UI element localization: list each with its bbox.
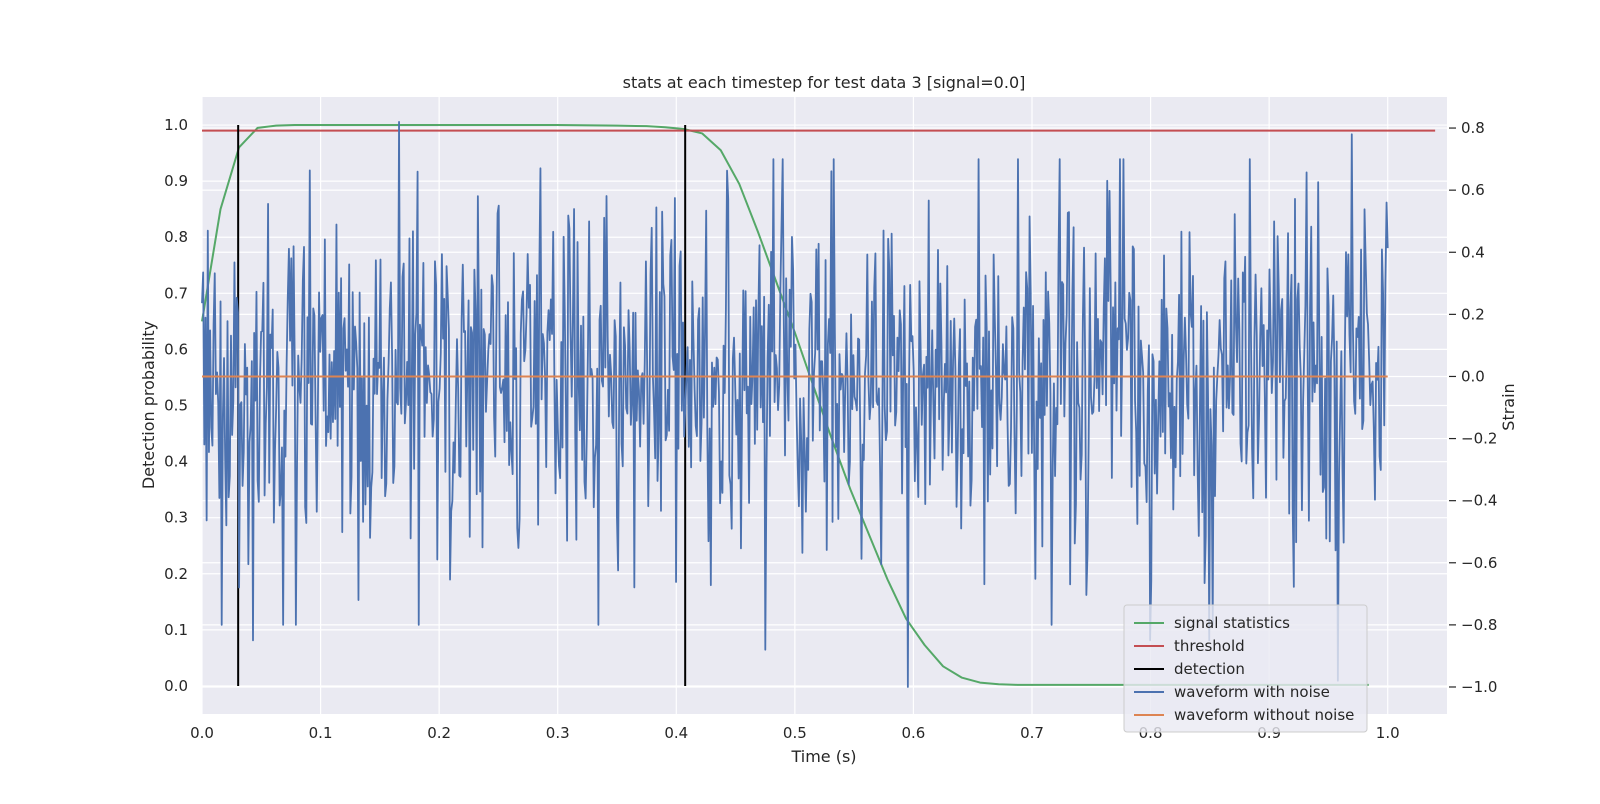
x-tick-label: 0.5 xyxy=(783,724,807,742)
y-right-tick-label: −1.0 xyxy=(1461,678,1497,696)
y-right-tick-label: 0.0 xyxy=(1461,367,1485,385)
legend-label: threshold xyxy=(1174,637,1245,655)
waveform-with-noise-line xyxy=(201,120,1389,688)
y-right-tick-label: 0.8 xyxy=(1461,119,1485,137)
y-right-tick-label: −0.6 xyxy=(1461,554,1497,572)
y-right-tick-label: −0.8 xyxy=(1461,616,1497,634)
legend-label: signal statistics xyxy=(1174,614,1290,632)
y-right-tick-label: −0.4 xyxy=(1461,492,1497,510)
y-right-tick-label: −0.2 xyxy=(1461,430,1497,448)
legend-label: waveform without noise xyxy=(1174,706,1354,724)
x-tick-label: 0.7 xyxy=(1020,724,1044,742)
y-right-axis-label: Strain xyxy=(1499,383,1518,430)
legend: signal statistics threshold detection wavef… xyxy=(1123,604,1368,733)
y-tick-label: 0.9 xyxy=(164,172,188,190)
y-right-tick-labels: 0.8 0.6 0.4 0.2 0.0 −0.2 −0.4 −0.6 −0.8 −1.0 xyxy=(1449,119,1497,696)
x-tick-labels: 0.0 0.1 0.2 0.3 0.4 0.5 0.6 0.7 0.8 0.9 1.0 xyxy=(190,724,1400,742)
series-layer xyxy=(201,120,1436,688)
x-tick-label: 0.0 xyxy=(190,724,214,742)
x-axis-label: Time (s) xyxy=(790,747,856,766)
x-tick-label: 1.0 xyxy=(1376,724,1400,742)
signal-statistics-line xyxy=(201,124,1369,686)
y-tick-label: 0.1 xyxy=(164,621,188,639)
x-tick-label: 0.4 xyxy=(664,724,688,742)
x-tick-label: 0.1 xyxy=(309,724,333,742)
legend-label: waveform with noise xyxy=(1174,683,1330,701)
y-tick-label: 0.6 xyxy=(164,340,188,358)
y-tick-label: 0.5 xyxy=(164,397,188,415)
x-tick-label: 0.2 xyxy=(427,724,451,742)
y-tick-label: 0.3 xyxy=(164,509,188,527)
chart-title: stats at each timestep for test data 3 [… xyxy=(623,73,1026,92)
y-right-tick-label: 0.2 xyxy=(1461,305,1485,323)
y-tick-label: 1.0 xyxy=(164,116,188,134)
y-tick-label: 0.4 xyxy=(164,453,188,471)
legend-label: detection xyxy=(1174,660,1245,678)
x-tick-label: 0.3 xyxy=(546,724,570,742)
y-tick-label: 0.2 xyxy=(164,565,188,583)
y-right-tick-label: 0.6 xyxy=(1461,181,1485,199)
y-tick-label: 0.7 xyxy=(164,284,188,302)
y-tick-label: 0.8 xyxy=(164,228,188,246)
y-tick-label: 0.0 xyxy=(164,677,188,695)
legend-box xyxy=(1123,604,1368,733)
y-axis-label: Detection probability xyxy=(139,321,158,489)
x-tick-label: 0.6 xyxy=(901,724,925,742)
y-tick-labels: 0.0 0.1 0.2 0.3 0.4 0.5 0.6 0.7 0.8 0.9 1.0 xyxy=(164,116,188,695)
y-right-tick-label: 0.4 xyxy=(1461,243,1485,261)
